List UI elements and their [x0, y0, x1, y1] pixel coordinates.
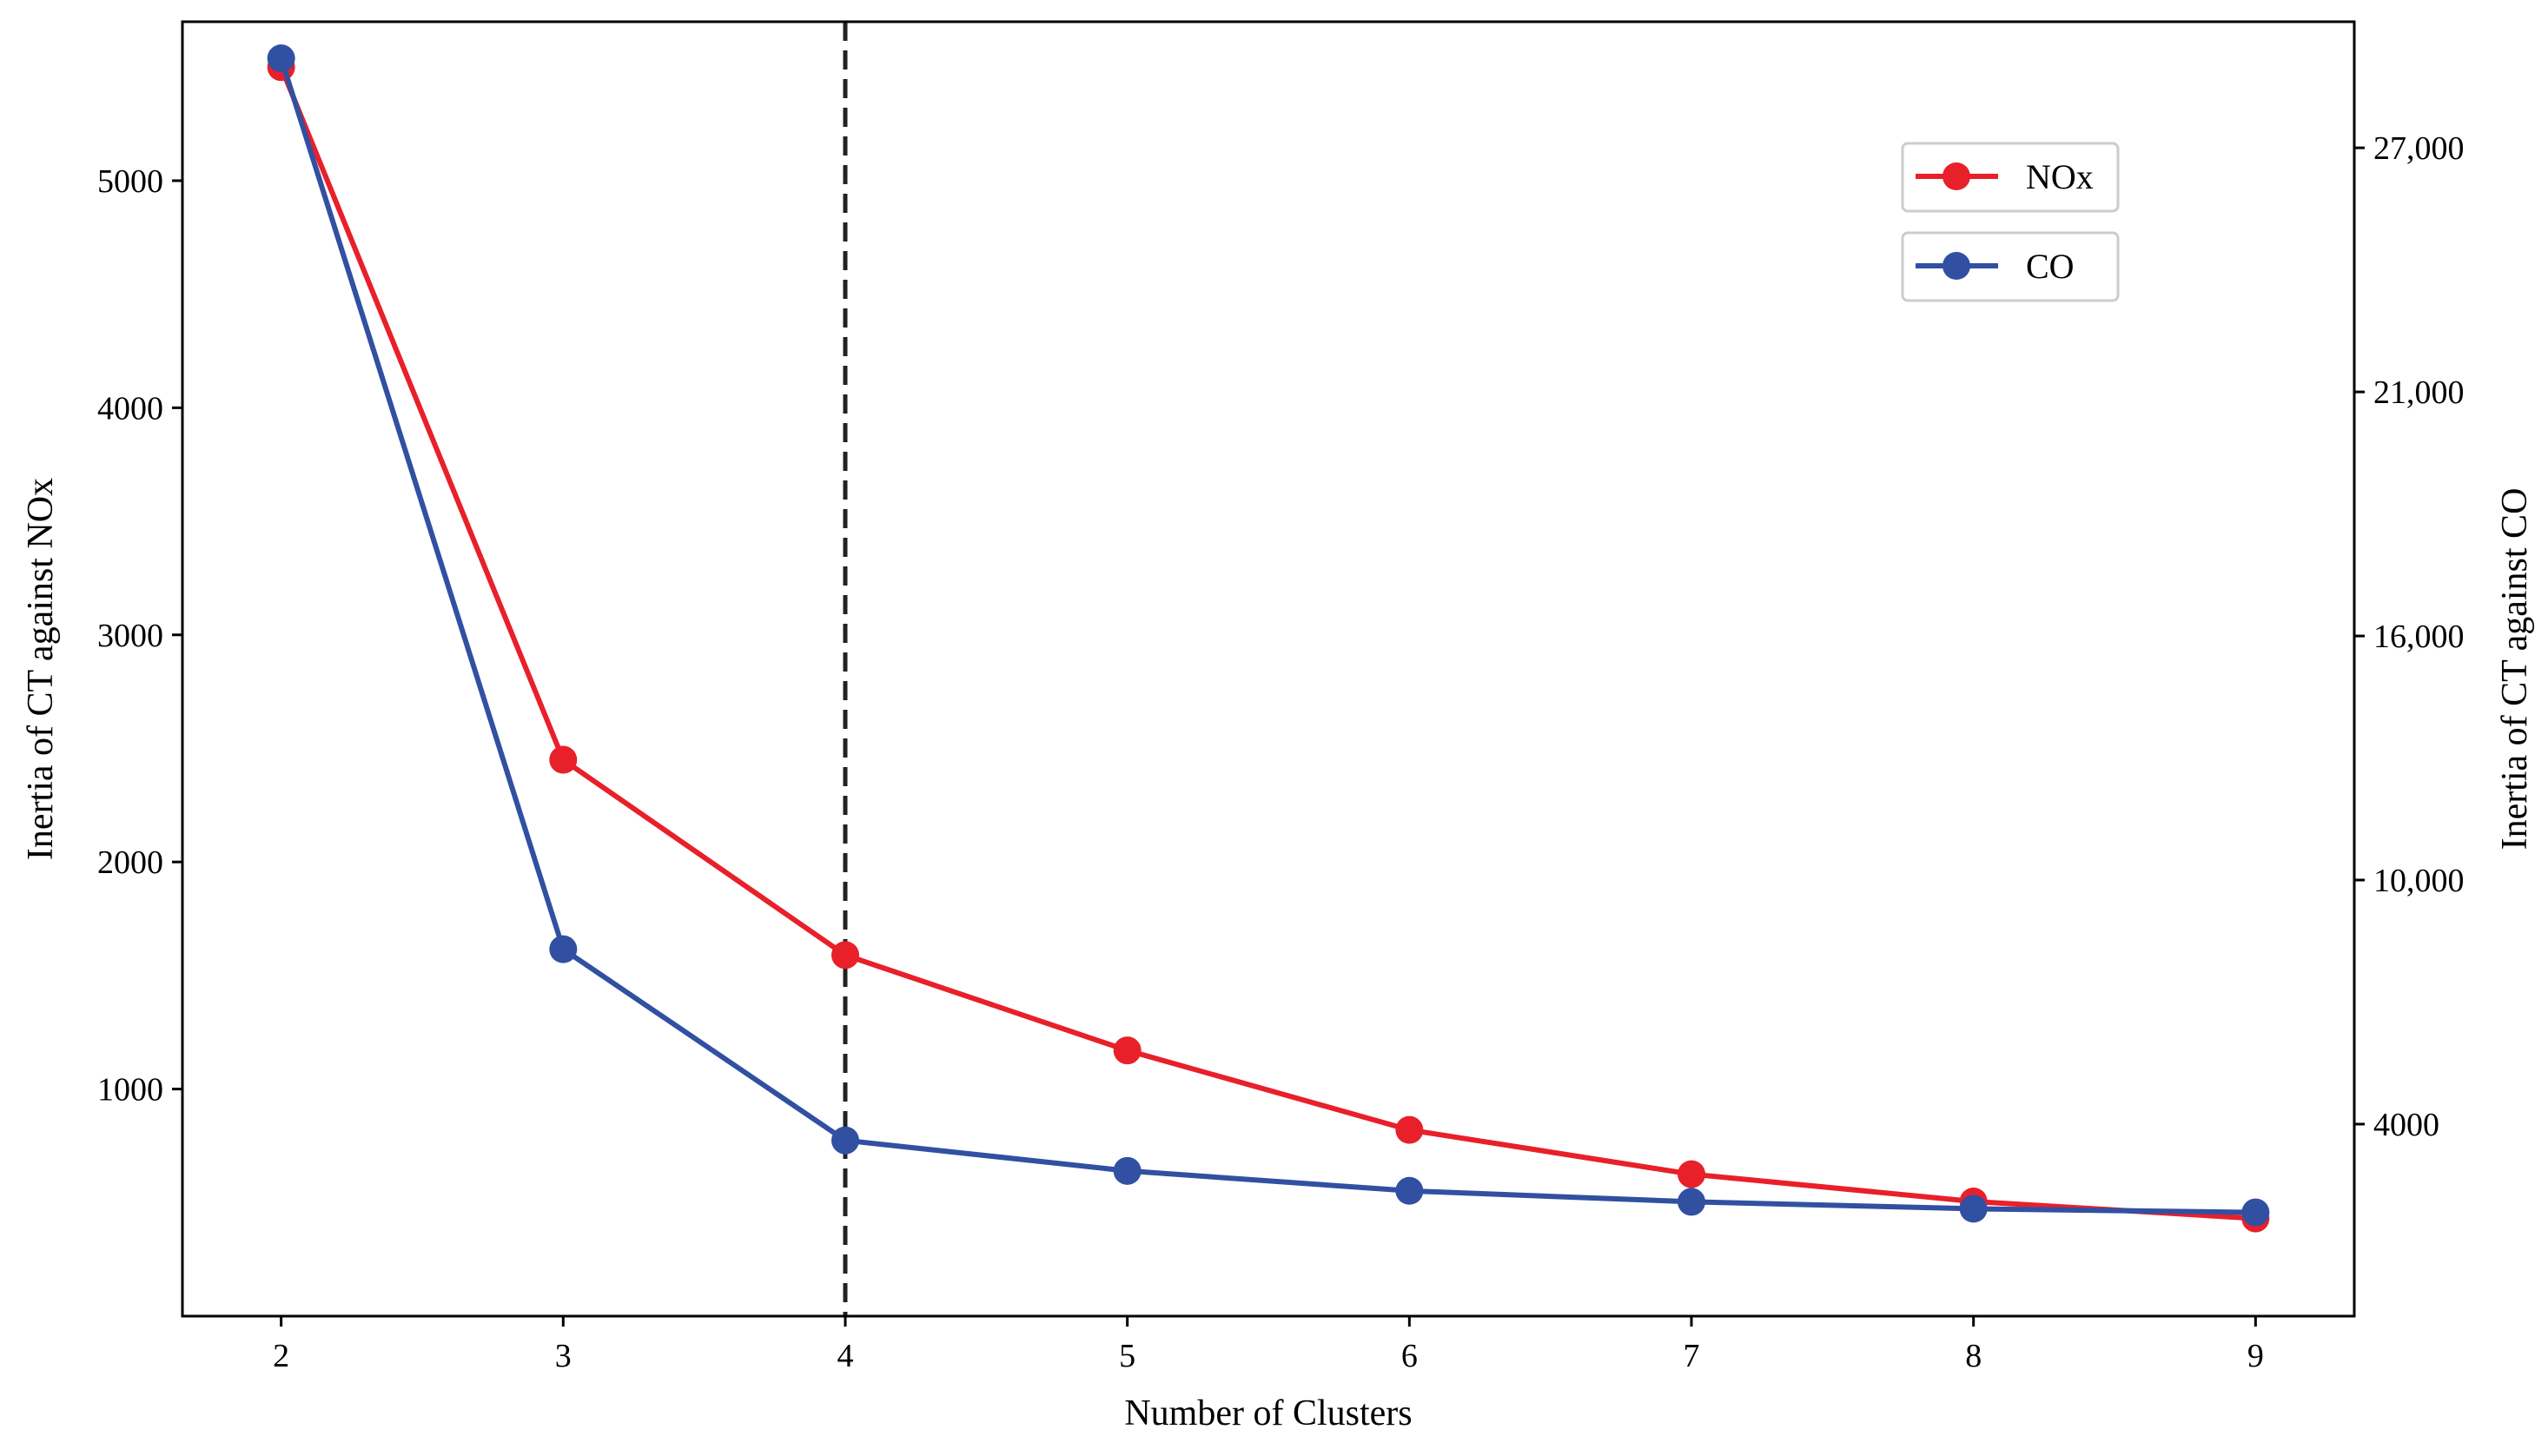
legend-entry-nox: NOx	[1901, 142, 2120, 213]
legend-label-nox: NOx	[2026, 157, 2094, 196]
legend-entry-co: CO	[1901, 231, 2120, 302]
x-tick-label-9: 9	[2247, 1338, 2264, 1374]
data-point-nox-7	[1678, 1160, 1706, 1188]
data-point-co-5	[1113, 1156, 1142, 1185]
x-tick-label-2: 2	[273, 1338, 289, 1374]
data-point-co-9	[2241, 1198, 2270, 1227]
right-y-axis-ticks: 4000 10,000 16,000 21,000 27,000	[2354, 130, 2465, 1143]
x-axis-ticks: 2 3 4 5 6 7 8 9	[273, 1316, 2264, 1374]
data-point-nox-4	[831, 941, 859, 970]
legend-marker-nox	[1942, 162, 1970, 190]
series-line-nox	[278, 66, 2256, 1221]
x-tick-label-7: 7	[1684, 1338, 1700, 1374]
x-axis-label: Number of Clusters	[1124, 1393, 1412, 1433]
data-point-co-6	[1395, 1176, 1424, 1205]
x-tick-label-5: 5	[1119, 1338, 1135, 1374]
legend-box-co	[1901, 231, 2120, 302]
data-point-co-7	[1678, 1188, 1706, 1216]
data-point-nox-3	[549, 745, 578, 774]
x-tick-label-4: 4	[837, 1338, 853, 1374]
x-tick-label-3: 3	[555, 1338, 572, 1374]
data-point-nox-6	[1395, 1115, 1424, 1144]
right-y-tick-label-4000: 4000	[2373, 1107, 2439, 1143]
data-point-co-2	[267, 44, 295, 73]
left-y-tick-label-1000: 1000	[97, 1072, 163, 1109]
legend-box-nox	[1901, 142, 2120, 213]
left-y-axis-label: Inertia of CT against NOx	[21, 478, 61, 860]
data-point-co-8	[1959, 1195, 1988, 1223]
data-point-nox-5	[1113, 1036, 1142, 1065]
data-point-co-4	[831, 1126, 859, 1155]
left-y-tick-label-2000: 2000	[97, 844, 163, 881]
right-y-axis-label: Inertia of CT against CO	[2495, 488, 2535, 850]
series-layer	[267, 44, 2270, 1233]
legend-label-co: CO	[2026, 247, 2075, 286]
series-line-co	[278, 57, 2256, 1215]
left-y-tick-label-5000: 5000	[97, 163, 163, 200]
left-y-tick-label-3000: 3000	[97, 618, 163, 654]
left-y-axis-ticks: 1000 2000 3000 4000 5000	[97, 163, 182, 1109]
right-y-tick-label-16,000: 16,000	[2373, 619, 2465, 655]
x-tick-label-6: 6	[1401, 1338, 1418, 1374]
data-point-co-3	[549, 935, 578, 963]
legend-marker-co	[1942, 252, 1970, 280]
right-y-tick-label-10,000: 10,000	[2373, 863, 2465, 899]
left-y-tick-label-4000: 4000	[97, 390, 163, 427]
right-y-tick-label-27,000: 27,000	[2373, 130, 2465, 167]
plot-frame	[181, 20, 2356, 1318]
x-tick-label-8: 8	[1965, 1338, 1982, 1374]
right-y-tick-label-21,000: 21,000	[2373, 374, 2465, 411]
legend: NOx CO	[1901, 142, 2120, 302]
